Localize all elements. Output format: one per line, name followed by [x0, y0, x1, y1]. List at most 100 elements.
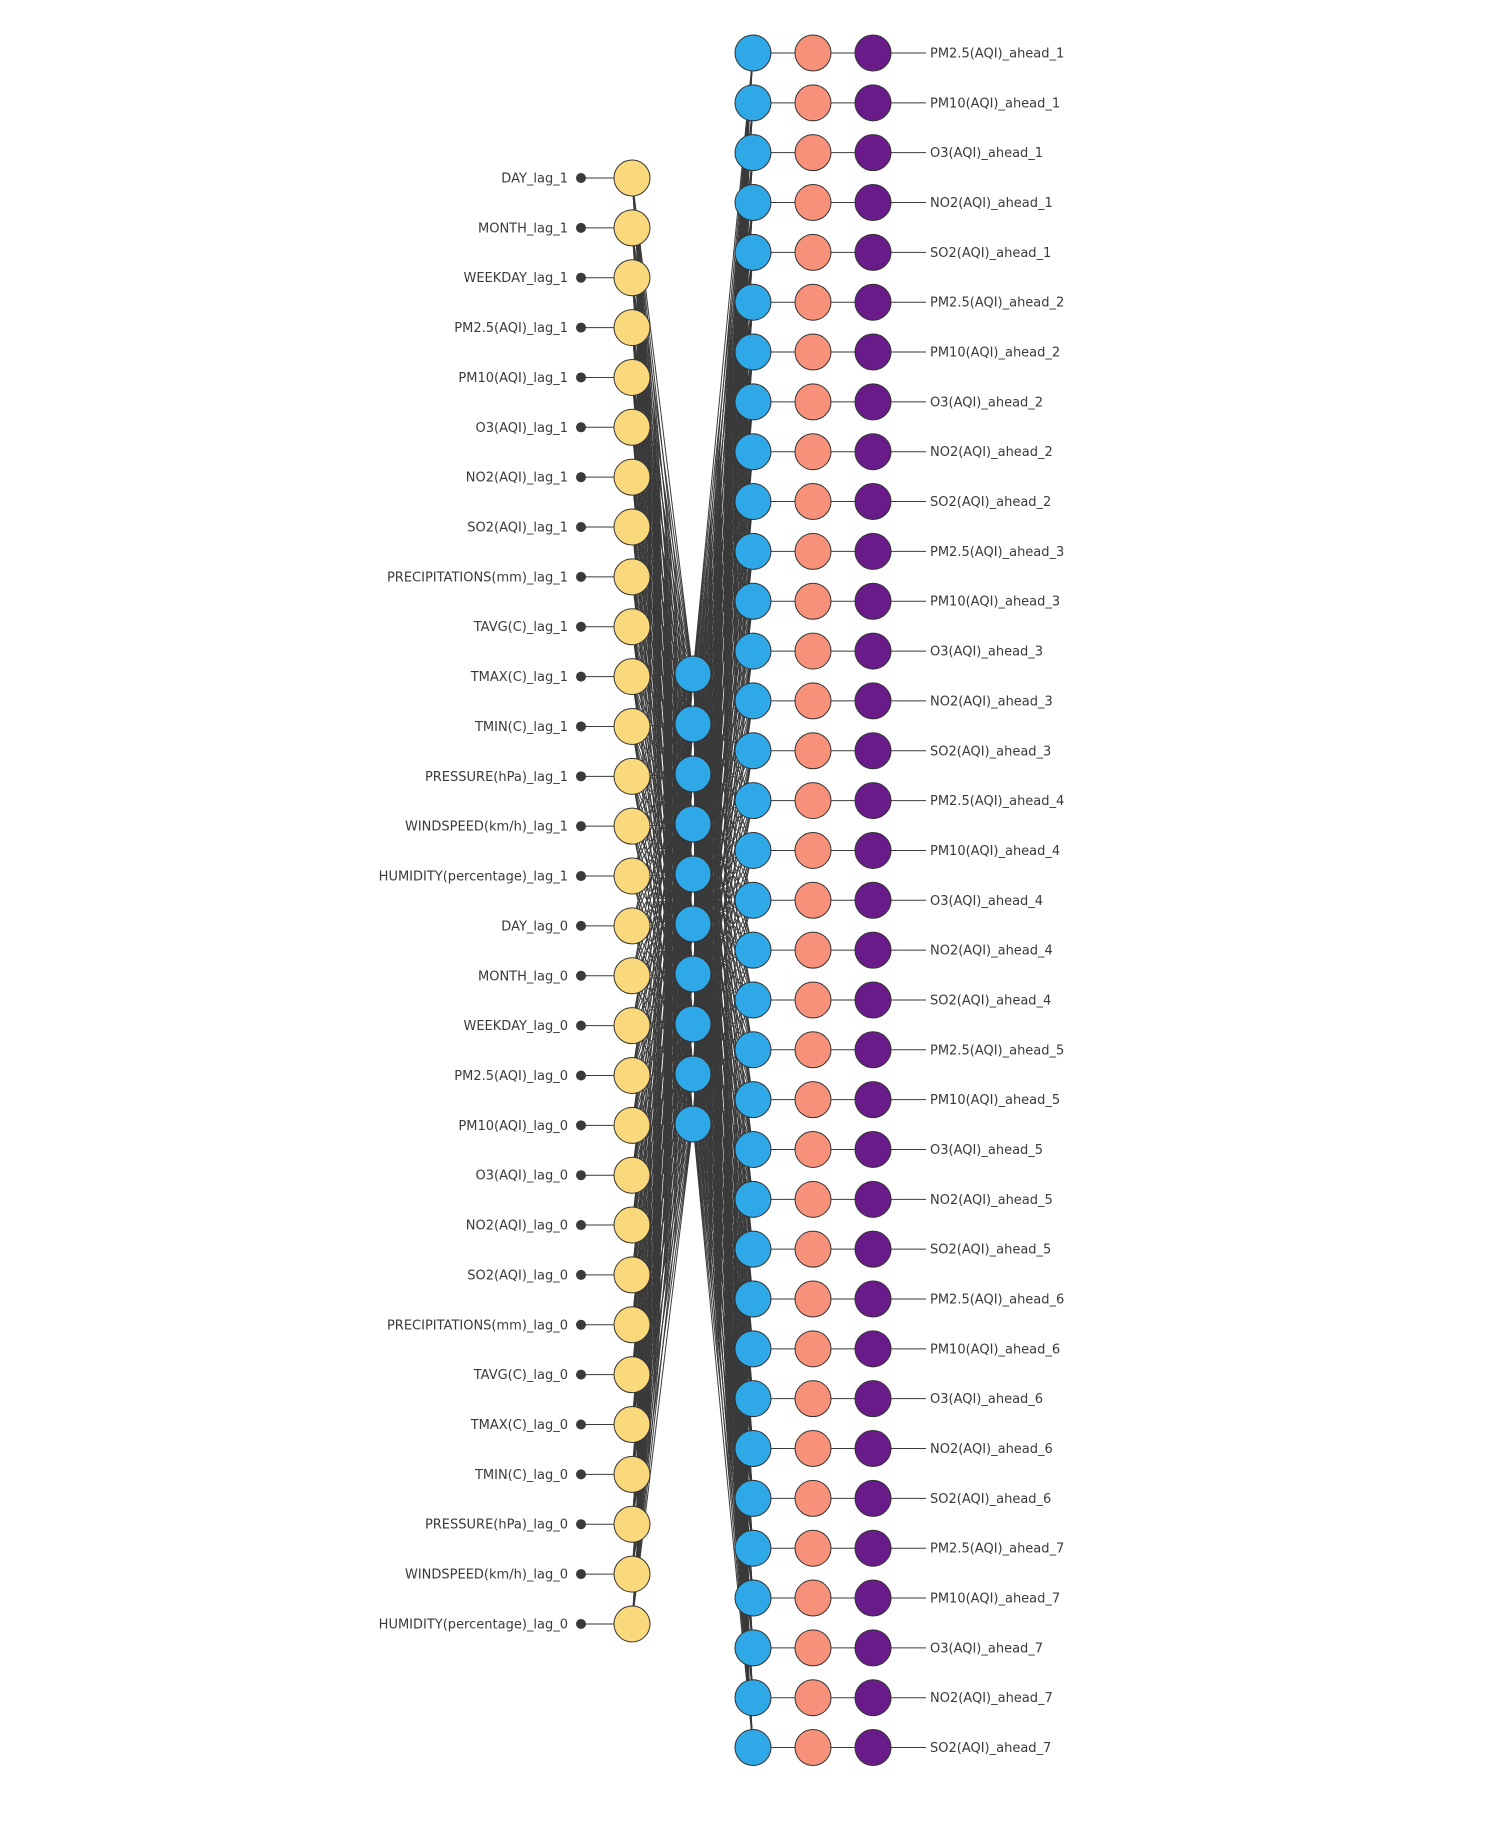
output-node-stage-3	[854, 34, 892, 72]
output-node-stage-1	[734, 233, 772, 271]
connection-hidden-output	[692, 999, 754, 1125]
output-node-stage-3	[854, 532, 892, 570]
output-node-stage-2	[794, 1579, 832, 1617]
output-node-stage-3	[854, 881, 892, 919]
output-label: PM10(AQI)_ahead_5	[930, 1093, 1060, 1108]
connection-input-hidden	[631, 1123, 694, 1625]
connection-hidden-output	[692, 52, 754, 825]
input-dot	[576, 1369, 586, 1380]
output-node-stage-3	[854, 782, 892, 820]
output-node-stage-1	[734, 1380, 772, 1418]
output-label: NO2(AQI)_ahead_5	[930, 1193, 1053, 1208]
output-node-stage-3	[854, 1081, 892, 1119]
connection-input-hidden	[631, 673, 694, 827]
output-node-stage-2	[794, 1280, 832, 1318]
output-node-stage-2	[794, 184, 832, 222]
output-label: PM2.5(AQI)_ahead_7	[930, 1542, 1064, 1557]
output-node-stage-3	[854, 1529, 892, 1567]
output-node-stage-1	[734, 1280, 772, 1318]
input-dot	[576, 522, 586, 533]
input-dot	[576, 1220, 586, 1231]
output-node-stage-3	[854, 283, 892, 321]
input-label: PRECIPITATIONS(mm)_lag_0	[387, 1318, 568, 1333]
connection-hidden-output	[692, 352, 754, 1125]
hidden-node	[674, 1105, 712, 1143]
connection-input-hidden	[631, 873, 694, 1624]
input-label: PM10(AQI)_lag_0	[458, 1119, 568, 1134]
output-node-stage-1	[734, 184, 772, 222]
input-node	[613, 957, 651, 995]
output-node-stage-2	[794, 632, 832, 670]
output-node-stage-3	[854, 1230, 892, 1268]
output-label: PM10(AQI)_ahead_4	[930, 844, 1060, 859]
output-node-stage-3	[854, 1031, 892, 1069]
input-node	[613, 1007, 651, 1045]
output-label: NO2(AQI)_ahead_3	[930, 694, 1053, 709]
output-label: SO2(AQI)_ahead_7	[930, 1741, 1051, 1756]
output-label: PM2.5(AQI)_ahead_4	[930, 794, 1064, 809]
output-node-stage-1	[734, 1081, 772, 1119]
input-node	[613, 608, 651, 646]
output-node-stage-1	[734, 1330, 772, 1368]
output-node-stage-1	[734, 333, 772, 371]
input-label: WINDSPEED(km/h)_lag_0	[405, 1568, 568, 1583]
output-label: SO2(AQI)_ahead_6	[930, 1492, 1051, 1507]
output-node-stage-2	[794, 732, 832, 770]
input-label: PM10(AQI)_lag_1	[458, 371, 568, 386]
hidden-node	[674, 1005, 712, 1043]
output-node-stage-2	[794, 682, 832, 720]
connection-input-hidden	[631, 673, 694, 1375]
input-label: HUMIDITY(percentage)_lag_0	[379, 1617, 568, 1632]
connection-input-hidden	[631, 576, 694, 675]
input-node	[613, 558, 651, 596]
output-label: PM2.5(AQI)_ahead_2	[930, 296, 1064, 311]
output-label: NO2(AQI)_ahead_2	[930, 445, 1053, 460]
input-node	[613, 1356, 651, 1394]
output-node-stage-2	[794, 333, 832, 371]
input-dot	[576, 1020, 586, 1031]
input-dot	[576, 173, 586, 183]
input-label: O3(AQI)_lag_1	[476, 421, 568, 436]
output-label: PM2.5(AQI)_ahead_5	[930, 1043, 1064, 1058]
hidden-node	[674, 1055, 712, 1093]
input-label: TAVG(C)_lag_0	[473, 1368, 568, 1383]
output-label: PM10(AQI)_ahead_3	[930, 595, 1060, 610]
output-label: O3(AQI)_ahead_1	[930, 146, 1043, 161]
output-node-stage-1	[734, 582, 772, 620]
output-node-stage-2	[794, 931, 832, 969]
connection-hidden-output	[692, 1123, 754, 1599]
connection-input-hidden	[631, 177, 694, 675]
connection-hidden-output	[692, 401, 754, 1125]
connection-input-hidden	[631, 673, 694, 1425]
output-node-stage-1	[734, 1230, 772, 1268]
output-node-stage-2	[794, 782, 832, 820]
input-dot	[576, 621, 586, 632]
output-label: PM2.5(AQI)_ahead_6	[930, 1293, 1064, 1308]
output-node-stage-2	[794, 1430, 832, 1468]
output-node-stage-3	[854, 1280, 892, 1318]
connection-input-hidden	[631, 526, 694, 675]
input-node	[613, 159, 651, 197]
input-node	[613, 757, 651, 795]
input-node	[613, 1555, 651, 1593]
input-dot	[576, 422, 586, 433]
input-label: TMAX(C)_lag_1	[470, 670, 568, 685]
output-node-stage-2	[794, 1330, 832, 1368]
output-node-stage-1	[734, 981, 772, 1019]
input-label: TMAX(C)_lag_0	[470, 1418, 568, 1433]
input-dot	[576, 571, 586, 582]
output-node-stage-2	[794, 1629, 832, 1667]
connection-input-hidden	[631, 823, 694, 1624]
input-label: PRESSURE(hPa)_lag_0	[425, 1518, 568, 1533]
output-node-stage-2	[794, 981, 832, 1019]
output-node-stage-1	[734, 1031, 772, 1069]
output-label: PM2.5(AQI)_ahead_3	[930, 545, 1064, 560]
input-dot	[576, 1569, 586, 1580]
input-node	[613, 1605, 651, 1643]
hidden-node	[674, 705, 712, 743]
output-node-stage-3	[854, 184, 892, 222]
connection-input-hidden	[631, 673, 694, 1076]
input-node	[613, 1455, 651, 1493]
connection-input-hidden	[631, 673, 694, 1176]
output-node-stage-1	[734, 84, 772, 122]
